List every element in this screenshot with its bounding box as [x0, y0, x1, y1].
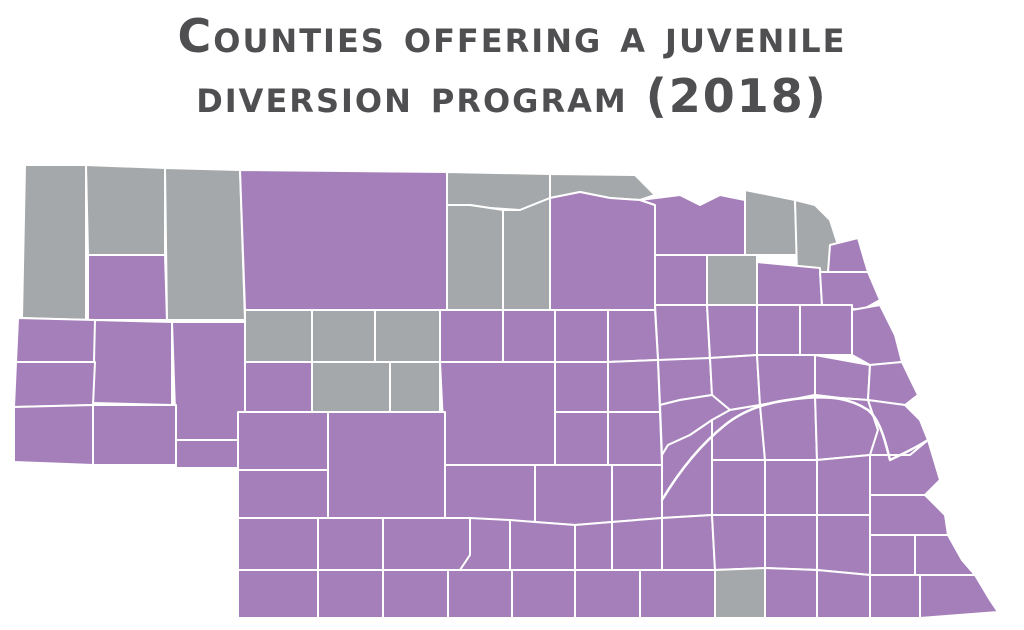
county — [816, 569, 871, 619]
county — [869, 534, 916, 576]
county — [827, 237, 869, 273]
county — [239, 169, 448, 311]
county — [92, 319, 173, 406]
county — [327, 411, 446, 519]
county — [869, 574, 921, 619]
county — [756, 261, 823, 306]
county — [13, 404, 94, 466]
county — [502, 197, 551, 311]
county — [317, 517, 384, 571]
county — [534, 464, 613, 526]
county — [446, 204, 504, 311]
county — [914, 534, 976, 576]
county — [374, 309, 441, 363]
county — [764, 459, 818, 516]
county — [549, 191, 656, 311]
county — [819, 271, 881, 311]
county — [711, 514, 766, 571]
county — [447, 569, 513, 619]
map-title-line-1: Counties offering a juvenile — [177, 9, 847, 63]
county — [764, 567, 818, 619]
county — [244, 309, 313, 363]
county — [867, 361, 919, 406]
county — [607, 359, 661, 413]
county — [714, 567, 766, 619]
map-title-line-2: diversion program (2018) — [196, 69, 828, 123]
county — [799, 304, 853, 356]
county — [92, 404, 177, 466]
county — [164, 167, 246, 321]
county — [756, 304, 801, 356]
county — [85, 164, 166, 256]
county — [175, 439, 239, 469]
county — [661, 514, 716, 571]
county — [237, 517, 319, 571]
county — [706, 304, 758, 359]
county — [511, 569, 576, 619]
county — [389, 361, 441, 413]
county — [869, 494, 949, 536]
county — [654, 304, 711, 361]
county — [611, 464, 663, 523]
county — [13, 361, 96, 408]
county — [439, 361, 556, 466]
county — [574, 521, 613, 571]
county — [21, 164, 87, 321]
county — [317, 569, 384, 619]
county — [639, 569, 716, 619]
county — [611, 517, 663, 571]
county — [502, 309, 556, 363]
county — [244, 361, 313, 413]
county — [607, 309, 659, 363]
county — [607, 411, 663, 466]
county — [382, 569, 449, 619]
county — [711, 459, 766, 516]
county — [574, 569, 641, 619]
river-line — [660, 396, 930, 502]
county — [311, 309, 376, 363]
county — [639, 194, 746, 256]
county — [311, 361, 391, 413]
county — [237, 411, 329, 471]
county — [706, 254, 758, 306]
county — [814, 354, 871, 401]
county — [509, 519, 576, 571]
county — [87, 254, 168, 321]
county — [654, 254, 708, 306]
county — [554, 309, 609, 363]
county — [851, 304, 903, 366]
county — [171, 321, 246, 441]
county — [816, 514, 871, 576]
county — [439, 309, 504, 363]
county — [554, 411, 609, 466]
county — [237, 469, 329, 519]
county-layer — [13, 164, 999, 619]
county — [816, 454, 871, 516]
county — [919, 574, 999, 619]
county — [554, 361, 609, 413]
county — [744, 189, 798, 256]
county — [15, 317, 96, 363]
county — [764, 514, 818, 571]
county — [237, 569, 319, 619]
map-title: Counties offering a juvenile diversion p… — [0, 6, 1024, 126]
county — [444, 464, 536, 523]
county — [382, 517, 471, 571]
